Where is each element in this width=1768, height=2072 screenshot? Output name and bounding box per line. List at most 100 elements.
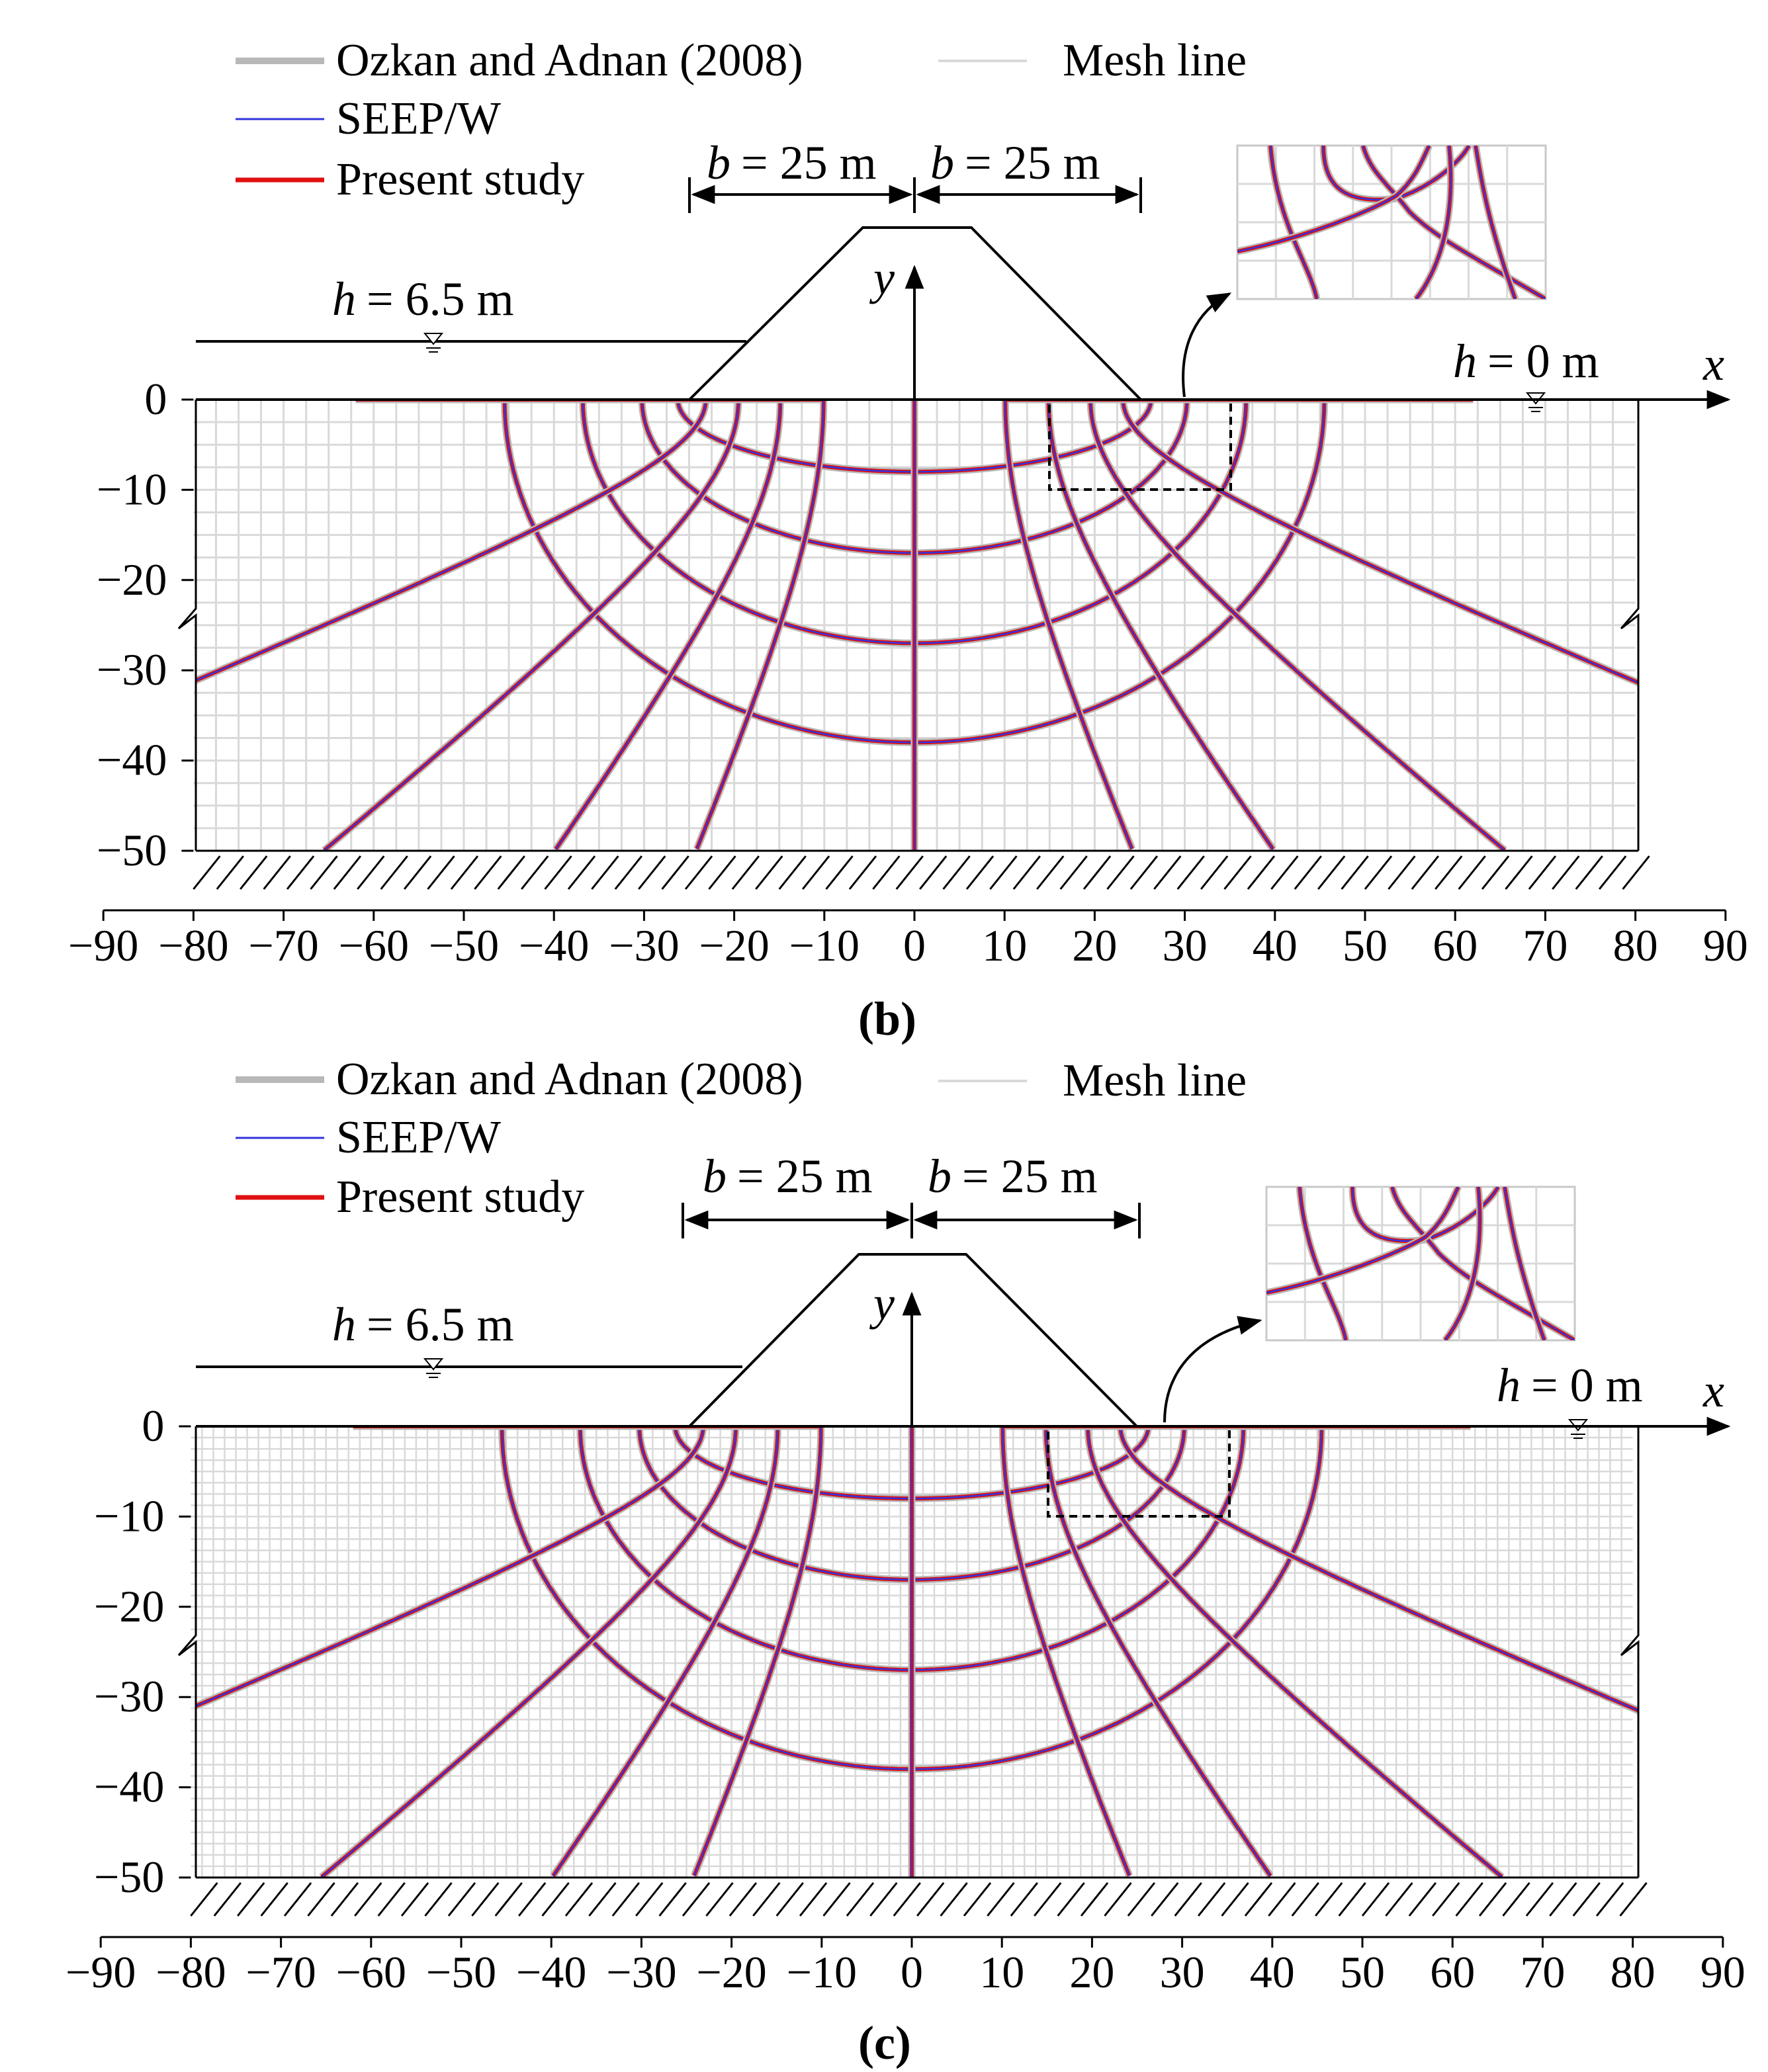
hatch-line — [965, 855, 995, 890]
hatch-line — [310, 855, 338, 890]
hatch-line — [731, 855, 760, 890]
x-tick-label: −10 — [789, 920, 860, 971]
hatch-line — [400, 1882, 429, 1917]
y-tick-label: 0 — [142, 1401, 164, 1451]
hatch-line — [895, 855, 924, 890]
hatch-line — [684, 855, 713, 890]
equipotential-line-4-seep — [1047, 400, 1293, 850]
equipotential-line-4-seep — [536, 400, 781, 850]
hatch-line — [1408, 1882, 1437, 1917]
hatch-line — [752, 1882, 781, 1917]
equipotential-line-4-seep — [1045, 1426, 1290, 1877]
equipotential-line-3-seep — [321, 1426, 737, 1878]
caption-c: (c) — [858, 2016, 911, 2069]
hatch-line — [213, 1882, 242, 1917]
hatch-line — [263, 855, 291, 890]
x-tick-label: −40 — [516, 1947, 586, 1997]
zoom-curve-seep — [1415, 146, 1452, 299]
legend-ozkan-label: Ozkan and Adnan (2008) — [336, 35, 803, 86]
hatch-line — [354, 1882, 382, 1917]
hatch-line — [1036, 855, 1065, 890]
x-tick-label: −20 — [696, 1947, 766, 1997]
y-tick-label: −40 — [97, 735, 167, 785]
upstream-water-symbol-b — [423, 333, 444, 353]
hatch-line — [1270, 855, 1299, 890]
x-tick-label: 90 — [1703, 920, 1748, 971]
zoom-curve-seep — [1391, 1187, 1575, 1340]
b-label-right-c: b = 25 m — [928, 1150, 1098, 1203]
x-tick-label: 10 — [979, 1947, 1024, 1997]
hatch-line — [544, 855, 572, 890]
h-downstream-label-b: h = 0 m — [1453, 335, 1599, 388]
hatch-line — [1432, 1882, 1460, 1917]
hatch-line — [424, 1882, 453, 1917]
b-label-left-b: b = 25 m — [707, 136, 877, 189]
hatch-line — [471, 1882, 500, 1917]
foundation-b — [177, 400, 1640, 852]
hatch-line — [1315, 1882, 1343, 1917]
hatch-line — [497, 855, 525, 890]
x-tick-label: −80 — [158, 920, 228, 971]
hatch-line — [1572, 1882, 1601, 1917]
bedrock-hatch-c — [190, 1882, 1648, 1917]
h-upstream-label-b: h = 6.5 m — [332, 273, 514, 325]
hatch-line — [963, 1882, 992, 1917]
x-tick-label: 80 — [1613, 920, 1658, 971]
hatch-line — [1223, 855, 1252, 890]
hatch-line — [1505, 855, 1533, 890]
hatch-line — [1129, 855, 1159, 890]
h-downstream-label-c: h = 0 m — [1497, 1359, 1643, 1412]
y-tick-label: −20 — [94, 1581, 164, 1631]
y-tick-label: 0 — [144, 374, 167, 424]
hatch-line — [801, 855, 830, 890]
hatch-line — [755, 855, 783, 890]
hatch-line — [1127, 1882, 1156, 1917]
downstream-water-symbol-b — [1525, 392, 1546, 412]
y-tick-label: −50 — [94, 1852, 164, 1902]
hatch-line — [822, 1882, 851, 1917]
hatch-line — [1549, 1882, 1577, 1917]
hatch-line — [1012, 855, 1041, 890]
hatch-line — [1294, 855, 1322, 890]
x-tick-label: −90 — [66, 1947, 136, 1997]
x-tick-label: 50 — [1340, 1947, 1385, 1997]
hatch-line — [940, 1882, 968, 1917]
caption-b: (b) — [858, 992, 916, 1045]
legend-present-label: Present study — [336, 154, 584, 205]
hatch-line — [1478, 1882, 1507, 1917]
hatch-line — [237, 1882, 265, 1917]
hatch-line — [1080, 1882, 1109, 1917]
hatch-line — [1575, 855, 1603, 890]
hatch-line — [775, 1882, 804, 1917]
hatch-line — [635, 1882, 664, 1917]
hatch-line — [1200, 855, 1229, 890]
zoom-curve-seep — [1503, 1187, 1546, 1340]
bedrock-hatch-b — [193, 855, 1650, 890]
zoom-curve-seep — [1362, 146, 1546, 299]
hatch-line — [377, 1882, 406, 1917]
hatch-line — [1619, 1882, 1648, 1917]
hatch-line — [190, 1882, 218, 1917]
hatch-line — [283, 1882, 312, 1917]
hatch-line — [494, 1882, 523, 1917]
equipotential-line-5-seep — [1004, 400, 1474, 849]
equipotential-line-3-seep — [1086, 1426, 1503, 1878]
x-tick-label: 40 — [1253, 920, 1298, 971]
equipotential-line-2-seep — [1120, 1426, 1638, 1711]
x-axis-scale-b: −90 −80 −70 −60 −50 −40 −30 −20 −10 0 10 20 30 40 50 60… — [68, 909, 1748, 971]
equipotential-line-5-seep — [353, 1426, 822, 1876]
x-tick-label: 70 — [1523, 920, 1568, 971]
x-tick-label: 50 — [1343, 920, 1388, 971]
x-tick-label: −50 — [429, 920, 499, 971]
hatch-line — [1057, 1882, 1085, 1917]
equipotential-line-5-seep — [355, 400, 824, 849]
legend-mesh-label: Mesh line — [1063, 1055, 1247, 1106]
hatch-line — [846, 1882, 875, 1917]
zoom-curve-seep — [1266, 1187, 1460, 1294]
y-tick-label: −10 — [94, 1490, 164, 1541]
hatch-line — [1176, 855, 1205, 890]
x-tick-label: 90 — [1701, 1947, 1746, 1997]
hatch-line — [682, 1882, 711, 1917]
legend-seep-label: SEEP/W — [336, 1112, 501, 1163]
hatch-line — [848, 855, 877, 890]
